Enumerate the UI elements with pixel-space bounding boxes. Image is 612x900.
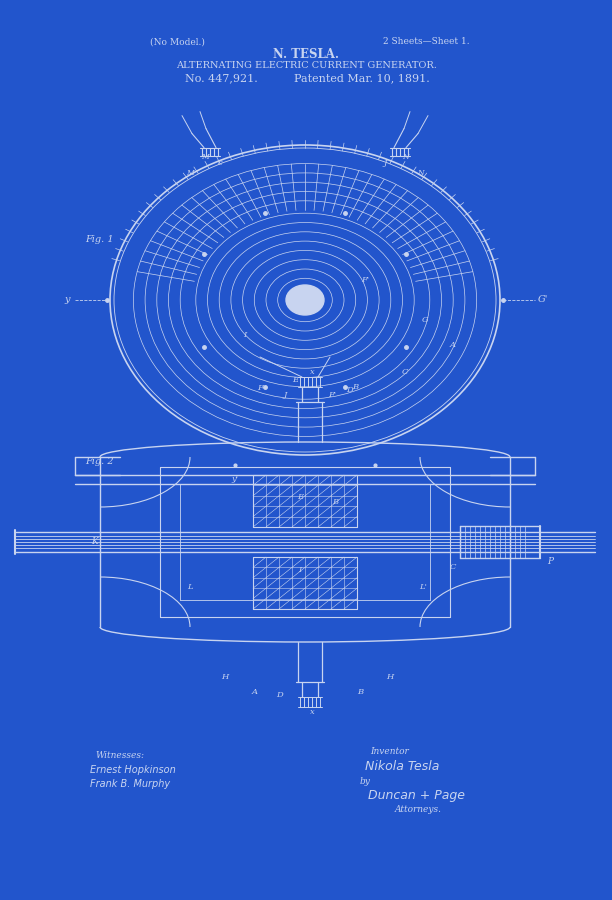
Text: Duncan + Page: Duncan + Page	[368, 789, 465, 803]
Text: M: M	[201, 153, 209, 161]
Text: A: A	[450, 341, 456, 349]
Text: Nikola Tesla: Nikola Tesla	[365, 760, 439, 773]
Text: A: A	[252, 688, 258, 696]
Ellipse shape	[286, 285, 324, 315]
Text: Ernest Hopkinson: Ernest Hopkinson	[90, 765, 176, 775]
Text: B: B	[352, 383, 358, 391]
Text: B: B	[357, 688, 363, 696]
Text: y': y'	[231, 475, 239, 483]
Text: F': F'	[361, 276, 369, 284]
Text: x: x	[310, 708, 315, 716]
Text: ALTERNATING ELECTRIC CURRENT GENERATOR.: ALTERNATING ELECTRIC CURRENT GENERATOR.	[176, 60, 436, 69]
Text: B: B	[332, 498, 338, 506]
Text: J: J	[283, 391, 286, 399]
Text: I: I	[244, 331, 247, 339]
Text: K: K	[92, 537, 99, 546]
Text: Witnesses:: Witnesses:	[95, 751, 144, 760]
Text: c: c	[218, 159, 222, 167]
Text: E: E	[292, 376, 298, 384]
Text: I: I	[299, 566, 302, 574]
Text: Attorneys.: Attorneys.	[395, 805, 442, 814]
Text: N. TESLA.: N. TESLA.	[273, 48, 339, 60]
Text: G: G	[422, 316, 428, 324]
Text: Frank B. Murphy: Frank B. Murphy	[90, 779, 170, 789]
Text: L': L'	[419, 583, 427, 591]
Text: y: y	[64, 295, 70, 304]
Text: 2 Sheets—Sheet 1.: 2 Sheets—Sheet 1.	[383, 38, 470, 47]
Text: N: N	[401, 153, 408, 161]
Text: C: C	[450, 563, 456, 571]
Text: J: J	[383, 159, 387, 167]
Text: (No Model.): (No Model.)	[150, 38, 205, 47]
Text: N: N	[417, 169, 424, 177]
Text: H: H	[386, 673, 394, 681]
Text: Inventor: Inventor	[370, 748, 409, 757]
Text: Fig. 1: Fig. 1	[85, 236, 114, 245]
Text: C: C	[402, 368, 408, 376]
Text: by: by	[360, 778, 371, 787]
Text: M: M	[186, 169, 194, 177]
Text: L: L	[187, 583, 193, 591]
Text: H: H	[222, 673, 229, 681]
Text: Patented Mar. 10, 1891.: Patented Mar. 10, 1891.	[294, 73, 430, 83]
Text: D: D	[277, 691, 283, 699]
Text: G': G'	[538, 295, 548, 304]
Text: x: x	[310, 368, 315, 376]
Text: F: F	[257, 384, 263, 392]
Text: E: E	[297, 493, 303, 501]
Text: No. 447,921.: No. 447,921.	[185, 73, 258, 83]
Text: D: D	[346, 386, 353, 394]
Text: P: P	[547, 557, 553, 566]
Text: Fig. 2: Fig. 2	[85, 457, 114, 466]
Text: F': F'	[328, 391, 336, 399]
